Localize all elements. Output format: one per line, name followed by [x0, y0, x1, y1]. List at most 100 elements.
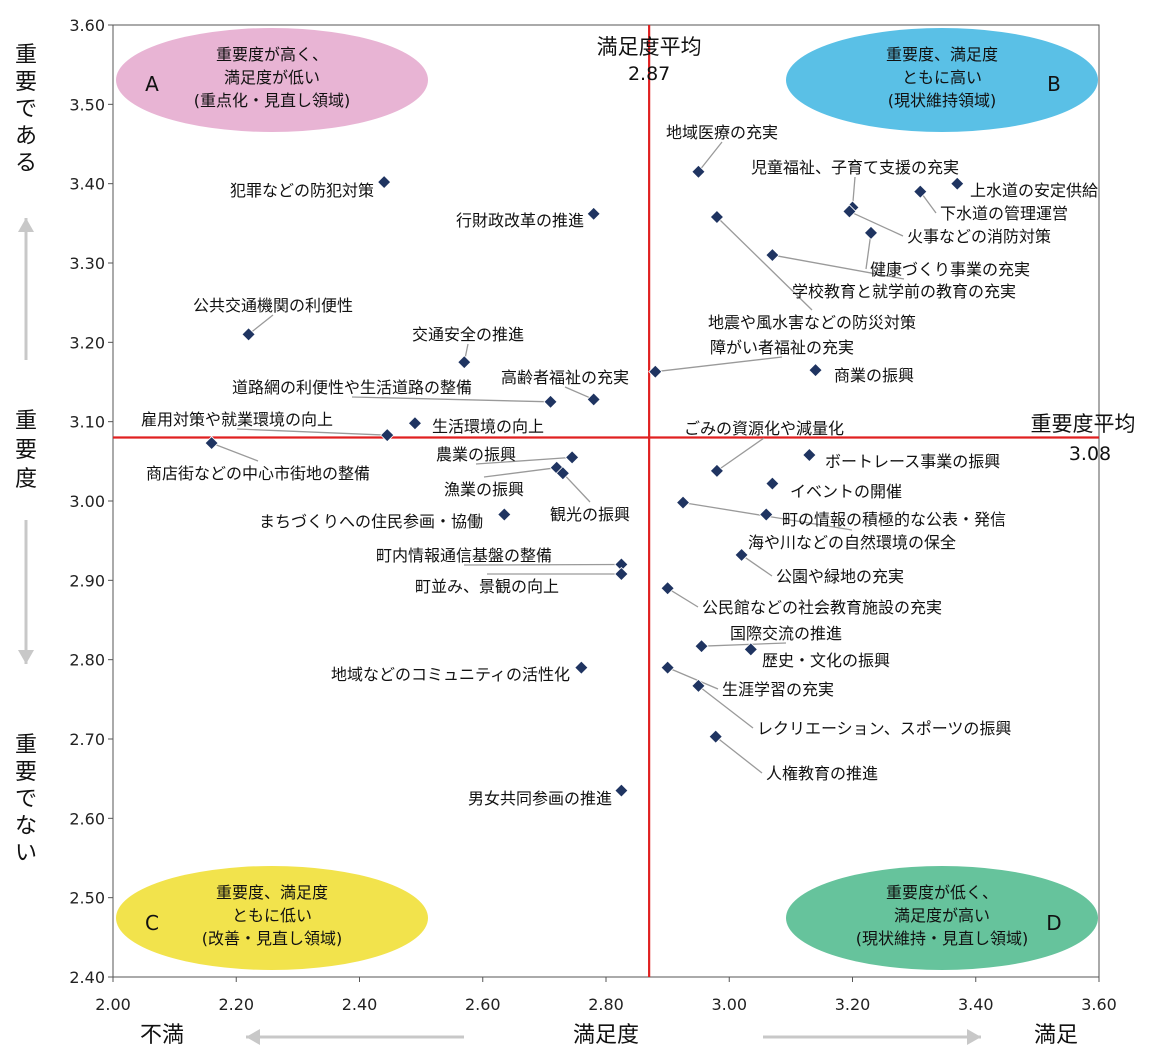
importance-average-value: 3.08	[1069, 443, 1111, 465]
data-point-label: ごみの資源化や減量化	[684, 419, 844, 438]
data-point-marker	[863, 225, 879, 240]
data-point-marker	[759, 507, 774, 522]
data-point-label: 雇用対策や就業環境の向上	[141, 410, 333, 429]
y-top-label-char: る	[15, 151, 37, 176]
importance-average-label: 重要度平均	[1031, 412, 1136, 436]
data-point-label: 火事などの消防対策	[907, 227, 1051, 246]
data-point-marker	[204, 436, 219, 451]
y-top-label-char: 重	[15, 43, 37, 68]
data-point-marker	[543, 394, 558, 409]
data-point-marker	[842, 204, 857, 219]
data-point-label: 生活環境の向上	[432, 417, 544, 436]
data-point-marker	[708, 729, 723, 744]
arrow-right-icon	[763, 1029, 981, 1045]
y-axis-title-char: 度	[15, 467, 37, 492]
label-leader-line	[211, 442, 259, 462]
data-point-label: 行財政改革の推進	[456, 211, 584, 230]
label-leader-line	[849, 210, 904, 237]
y-axis-title: 重要度	[15, 409, 37, 492]
data-point-marker	[565, 450, 580, 465]
data-point-label: 町内情報通信基盤の整備	[376, 546, 552, 565]
y-bottom-label-char: 要	[15, 760, 37, 785]
y-tick-label: 2.90	[69, 571, 105, 590]
data-point-marker	[660, 660, 675, 675]
quadrant-ellipse	[116, 866, 428, 970]
y-tick-label: 3.30	[69, 254, 105, 273]
data-point-label: 犯罪などの防犯対策	[230, 181, 374, 200]
data-point-marker	[691, 678, 706, 693]
x-tick-label: 3.60	[1081, 995, 1117, 1014]
label-leader-line	[772, 254, 905, 280]
label-leader-line	[562, 472, 591, 503]
data-point-marker	[648, 364, 663, 379]
data-point-label: 学校教育と就学前の教育の充実	[792, 282, 1016, 301]
data-point-marker	[586, 392, 601, 407]
x-right-label: 満足	[1034, 1023, 1078, 1046]
data-point-label: ボートレース事業の振興	[825, 452, 1000, 471]
y-top-label-char: で	[15, 97, 37, 122]
data-point-label: 人権教育の推進	[766, 764, 878, 783]
data-point-marker	[586, 206, 601, 221]
label-leader-line	[667, 667, 719, 690]
data-point-marker	[765, 476, 780, 491]
data-point-marker	[457, 355, 472, 370]
satisfaction-average-label: 満足度平均	[597, 35, 702, 59]
label-leader-line	[697, 141, 723, 173]
data-point-marker	[734, 547, 749, 563]
quadrant-ellipse	[116, 28, 428, 132]
y-bottom-label-char: 重	[15, 733, 37, 758]
data-point-label: 農業の振興	[436, 445, 516, 464]
data-point-label: 地域医療の充実	[666, 123, 778, 142]
x-tick-label: 3.40	[958, 995, 994, 1014]
x-left-label: 不満	[140, 1023, 184, 1046]
x-tick-label: 2.00	[95, 995, 131, 1014]
quadrant-text-line: 重要度、満足度	[886, 45, 998, 64]
x-tick-label: 3.00	[711, 995, 747, 1014]
data-point-label: 地震や風水害などの防災対策	[708, 313, 916, 332]
data-point-marker	[950, 176, 965, 191]
arrow-down-icon	[18, 520, 34, 664]
label-leader-line	[463, 563, 622, 566]
data-point-marker	[913, 184, 928, 199]
x-axis-title: 満足度	[573, 1023, 639, 1046]
y-bottom-label-char: い	[15, 841, 37, 866]
data-point-label: 町の情報の積極的な公表・発信	[782, 510, 1006, 529]
quadrant-text-line: 満足度が高い	[894, 906, 990, 925]
label-leader-line	[351, 396, 551, 403]
y-tick-label: 3.20	[69, 333, 105, 352]
x-tick-label: 3.20	[835, 995, 871, 1014]
data-point-label: イベントの開催	[790, 482, 902, 501]
x-tick-label: 2.40	[342, 995, 378, 1014]
label-leader-line	[483, 467, 557, 478]
data-point-marker	[808, 363, 823, 378]
data-point-marker	[241, 327, 256, 342]
quadrant-d-badge: D 重要度が低く、満足度が高い (現状維持・見直し領域)	[786, 866, 1098, 970]
quadrant-letter: D	[1046, 911, 1061, 935]
data-point-label: 児童福祉、子育て支援の充実	[751, 158, 959, 177]
quadrant-letter: A	[145, 72, 159, 96]
quadrant-text-line: (改善・見直し領域)	[202, 929, 343, 948]
data-point-marker	[709, 209, 724, 225]
data-point-label: 障がい者福祉の充実	[710, 338, 854, 357]
data-point-marker	[407, 416, 423, 431]
data-point-marker	[574, 660, 589, 675]
data-point-marker	[660, 581, 675, 596]
data-point-label: 町並み、景観の向上	[415, 577, 559, 596]
data-point-label: 商店街などの中心市街地の整備	[146, 464, 370, 483]
data-point-label: 公共交通機関の利便性	[193, 296, 353, 315]
quadrant-text-line: ともに低い	[232, 906, 312, 925]
data-point-marker	[765, 248, 780, 263]
quadrant-text-line: (現状維持・見直し領域)	[856, 929, 1029, 948]
data-point-marker	[691, 164, 706, 179]
data-point-label: 下水道の管理運営	[940, 204, 1068, 223]
y-axis-title-char: 重	[15, 409, 37, 434]
y-tick-label: 2.80	[69, 651, 105, 670]
y-bottom-label-char: で	[15, 787, 37, 812]
data-point-label: 健康づくり事業の充実	[870, 260, 1030, 279]
data-point-marker	[675, 495, 691, 510]
data-point-label: 交通安全の推進	[412, 325, 524, 344]
